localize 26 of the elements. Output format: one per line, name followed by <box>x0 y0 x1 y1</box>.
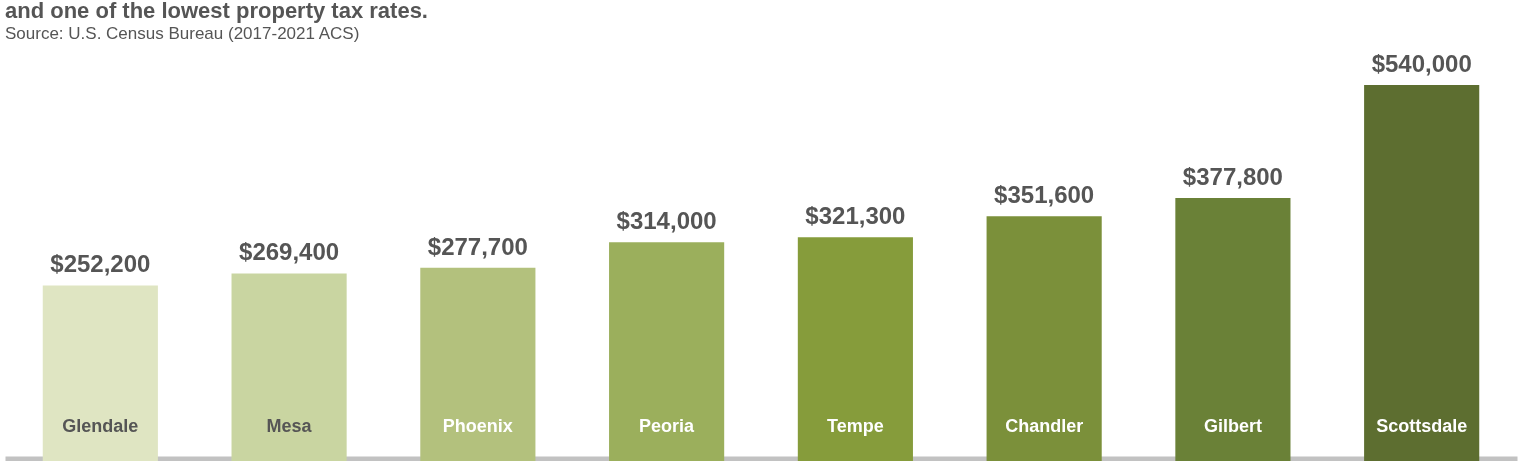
data-label: $351,600 <box>994 181 1095 209</box>
bar <box>986 216 1102 461</box>
data-label: $540,000 <box>1371 50 1472 77</box>
x-tick-label: Mesa <box>266 416 313 436</box>
data-label: $321,300 <box>805 202 906 230</box>
chart-title: and one of the lowest property tax rates. <box>5 0 428 23</box>
x-tick-label: Tempe <box>827 416 884 436</box>
bar <box>42 285 158 461</box>
x-tick-label: Peoria <box>639 416 696 436</box>
x-tick-label: Glendale <box>62 416 139 436</box>
source-note: Source: U.S. Census Bureau (2017-2021 ACS) <box>5 24 360 43</box>
bar <box>1175 197 1291 461</box>
data-label: $314,000 <box>616 207 717 235</box>
x-tick-label: Scottsdale <box>1376 416 1468 436</box>
data-label: $277,700 <box>427 232 528 260</box>
bar <box>609 242 725 461</box>
x-tick-label: Chandler <box>1005 416 1084 436</box>
bar <box>231 273 347 461</box>
data-label: $269,400 <box>239 238 340 266</box>
data-label: $377,800 <box>1182 162 1283 190</box>
bar <box>1364 85 1480 461</box>
x-tick-label: Gilbert <box>1203 416 1262 436</box>
bar <box>797 237 913 461</box>
bar <box>420 267 536 461</box>
x-tick-label: Phoenix <box>442 416 513 436</box>
data-label: $252,200 <box>50 250 151 278</box>
